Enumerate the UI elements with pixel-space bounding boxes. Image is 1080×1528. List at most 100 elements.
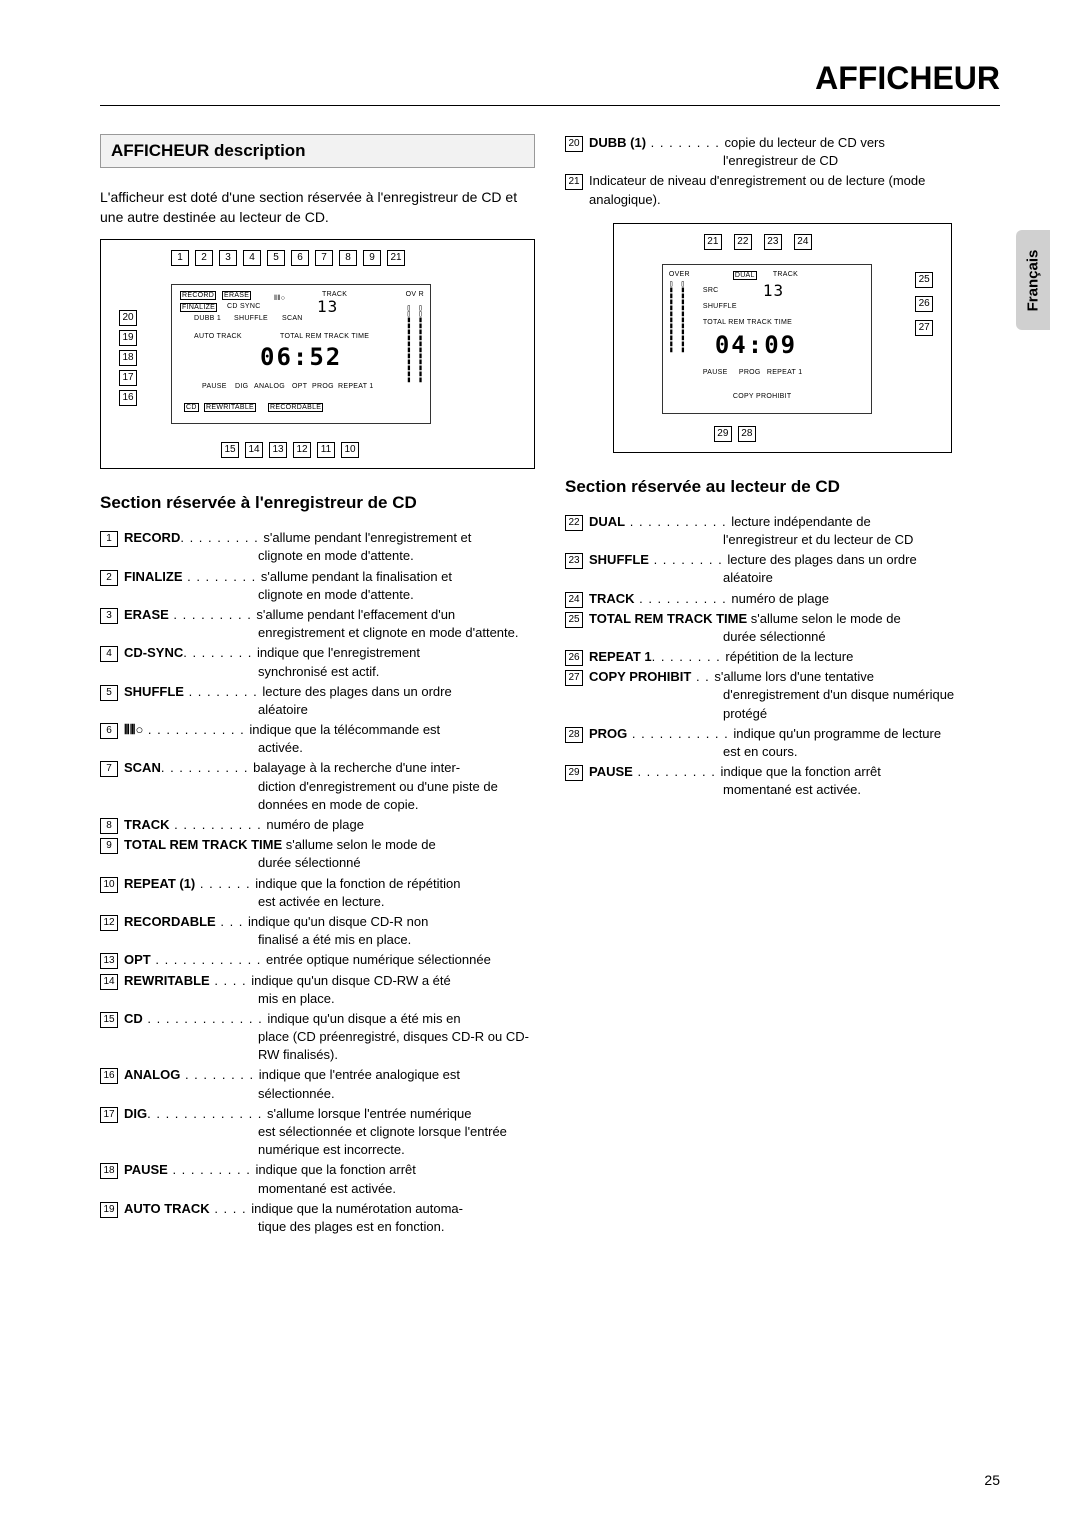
item-desc: indique que la numérotation automa- <box>251 1201 463 1216</box>
item-body: TRACK . . . . . . . . . . numéro de plag… <box>589 590 1000 608</box>
list-item: 19AUTO TRACK . . . . indique que la numé… <box>100 1200 535 1236</box>
item-dots: . . . . . . . . . . <box>635 591 732 606</box>
item-number: 2 <box>100 570 118 586</box>
item-number: 22 <box>565 515 583 531</box>
lcd-shuffle: SHUFFLE <box>703 303 737 310</box>
item-continuation: diction d'enregistrement ou d'une piste … <box>124 778 535 814</box>
list-item: 28PROG . . . . . . . . . . . indique qu'… <box>565 725 1000 761</box>
item-label: PROG <box>589 726 627 741</box>
item-body: PROG . . . . . . . . . . . indique qu'un… <box>589 725 1000 761</box>
item-label: OPT <box>124 952 151 967</box>
list-item: 22 DUAL . . . . . . . . . . . lecture ind… <box>565 513 1000 549</box>
item-desc: Indicateur de niveau d'enregistrement ou… <box>589 173 925 206</box>
item-dots: . . . . . . . . . <box>633 764 721 779</box>
item-number: 27 <box>565 670 583 686</box>
item-body: REWRITABLE . . . . indique qu'un disque … <box>124 972 535 1008</box>
callout-number: 21 <box>387 250 405 266</box>
item-label: REPEAT (1) <box>124 876 195 891</box>
item-body: ERASE . . . . . . . . . s'allume pendant… <box>124 606 535 642</box>
item-body: RECORDABLE . . . indique qu'un disque CD… <box>124 913 535 949</box>
list-item: 2 FINALIZE . . . . . . . . s'allume penda… <box>100 568 535 604</box>
callout-number: 13 <box>269 442 287 458</box>
list-item: 23SHUFFLE . . . . . . . . lecture des pl… <box>565 551 1000 587</box>
list-item: 6 ⦀⦀○ . . . . . . . . . . . indique que l… <box>100 721 535 757</box>
item-continuation: tique des plages est en fonction. <box>124 1218 535 1236</box>
item-label: RECORD <box>124 530 180 545</box>
item-label: SCAN <box>124 760 161 775</box>
page-number: 25 <box>984 1472 1000 1488</box>
player-subsection-title: Section réservée au lecteur de CD <box>565 477 1000 497</box>
item-dots: . . . . . . . . . <box>168 1162 256 1177</box>
player-item-list: 22 DUAL . . . . . . . . . . . lecture ind… <box>565 513 1000 800</box>
list-item: 16ANALOG . . . . . . . . indique que l'e… <box>100 1066 535 1102</box>
item-desc: balayage à la recherche d'une inter- <box>253 760 460 775</box>
language-tab: Français <box>1016 230 1050 330</box>
item-continuation: d'enregistrement d'un disque numérique p… <box>589 686 1000 722</box>
item-body: TOTAL REM TRACK TIME s'allume selon le m… <box>124 836 535 872</box>
section-title: AFFICHEUR description <box>100 134 535 168</box>
item-dots: . . . . . . . . . . <box>170 817 267 832</box>
callout-number: 16 <box>119 390 137 406</box>
item-continuation: clignote en mode d'attente. <box>124 586 535 604</box>
item-dots: . . . . . . . . <box>184 684 262 699</box>
item-label: DUAL <box>589 514 625 529</box>
item-dots: . . . . . . . . . <box>169 607 257 622</box>
lcd-track-number: 13 <box>317 297 338 316</box>
list-item: 7SCAN. . . . . . . . . . balayage à la r… <box>100 759 535 814</box>
item-dots: . . . . <box>210 973 252 988</box>
lcd-remote-icon: ⦀⦀○ <box>274 295 285 303</box>
lcd-dubb1: DUBB 1 <box>194 315 221 322</box>
callout-number: 27 <box>915 320 933 336</box>
list-item: 17DIG. . . . . . . . . . . . . s'allume … <box>100 1105 535 1160</box>
item-label: DIG <box>124 1106 147 1121</box>
item-body: DUAL . . . . . . . . . . . lecture indép… <box>589 513 1000 549</box>
item-desc: indique que la fonction de répétition <box>255 876 460 891</box>
item-body: TOTAL REM TRACK TIME s'allume selon le m… <box>589 610 1000 646</box>
item-desc: lecture indépendante de <box>731 514 871 529</box>
lcd-pause: PAUSE <box>703 369 728 376</box>
callout-number: 8 <box>339 250 357 266</box>
item-number: 23 <box>565 553 583 569</box>
diagram-right-callouts: 25 26 27 <box>915 272 933 336</box>
item-number: 18 <box>100 1163 118 1179</box>
list-item: 4CD-SYNC. . . . . . . . indique que l'en… <box>100 644 535 680</box>
item-continuation: sélectionnée. <box>124 1085 535 1103</box>
item-continuation: l'enregistreur de CD <box>589 152 1000 170</box>
list-item: 21Indicateur de niveau d'enregistrement … <box>565 172 1000 208</box>
callout-number: 15 <box>221 442 239 458</box>
item-desc: copie du lecteur de CD vers <box>724 135 884 150</box>
item-number: 3 <box>100 608 118 624</box>
lcd-cdsync: CD SYNC <box>227 303 261 310</box>
item-label: CD-SYNC <box>124 645 183 660</box>
language-tab-label: Français <box>1025 249 1042 311</box>
item-desc: numéro de plage <box>266 817 364 832</box>
item-number: 16 <box>100 1068 118 1084</box>
item-number: 17 <box>100 1107 118 1123</box>
item-label: PAUSE <box>589 764 633 779</box>
item-desc: s'allume selon le mode de <box>747 611 901 626</box>
item-label: FINALIZE <box>124 569 183 584</box>
item-continuation: mis en place. <box>124 990 535 1008</box>
diagram-top-callouts: 1 2 3 4 5 6 7 8 9 21 <box>171 250 405 266</box>
callout-number: 11 <box>317 442 335 458</box>
item-desc: s'allume pendant l'enregistrement et <box>263 530 471 545</box>
item-number: 6 <box>100 723 118 739</box>
callout-number: 29 <box>714 426 732 442</box>
item-dots: . . . . . . . . <box>183 645 257 660</box>
item-body: PAUSE . . . . . . . . . indique que la f… <box>589 763 1000 799</box>
item-body: REPEAT (1) . . . . . . indique que la fo… <box>124 875 535 911</box>
callout-number: 9 <box>363 250 381 266</box>
item-continuation: finalisé a été mis en place. <box>124 931 535 949</box>
list-item: 3 ERASE . . . . . . . . . s'allume pendan… <box>100 606 535 642</box>
item-dots: . . . . <box>210 1201 252 1216</box>
item-desc: s'allume pendant l'effacement d'un <box>256 607 455 622</box>
callout-number: 23 <box>764 234 782 250</box>
item-desc: indique qu'un disque CD-R non <box>248 914 428 929</box>
item-body: ⦀⦀○ . . . . . . . . . . . indique que la… <box>124 721 535 757</box>
item-body: FINALIZE . . . . . . . . s'allume pendan… <box>124 568 535 604</box>
item-number: 24 <box>565 592 583 608</box>
callout-number: 22 <box>734 234 752 250</box>
item-dots: . . . . . . . . . . <box>161 760 253 775</box>
item-dots: . . . . . . . . . . . . <box>151 952 266 967</box>
lcd-ovr: OV R <box>406 291 424 298</box>
